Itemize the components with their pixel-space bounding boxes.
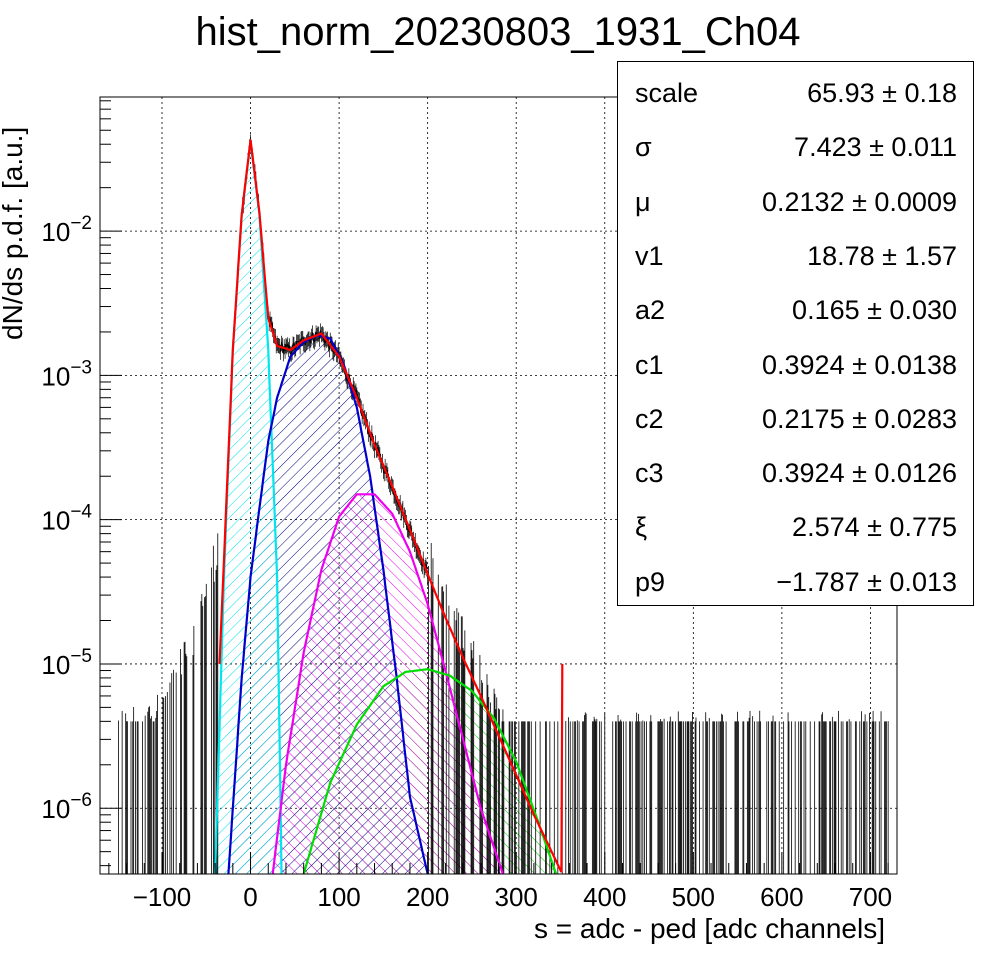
- stat-value: 0.2175 ± 0.0283: [762, 403, 957, 434]
- stat-row: c2 0.2175 ± 0.0283: [618, 404, 973, 434]
- stat-value: 65.93 ± 0.18: [807, 78, 957, 108]
- x-axis-label: s = adc - ped [adc channels]: [534, 913, 885, 944]
- stat-row: scale 65.93 ± 0.18: [618, 78, 973, 108]
- chart-title: hist_norm_20230803_1931_Ch04: [195, 10, 801, 54]
- x-tick-label: 0: [243, 882, 257, 912]
- stat-row: c3 0.3924 ± 0.0126: [618, 458, 973, 488]
- y-tick-label: 10−6: [41, 790, 92, 824]
- three-pe-curve: [302, 668, 558, 874]
- stat-row: σ 7.423 ± 0.011: [618, 132, 973, 162]
- y-tick-label: 10−5: [41, 646, 92, 680]
- stat-row: p9 −1.787 ± 0.013: [618, 567, 973, 597]
- stat-row: v1 18.78 ± 1.57: [618, 241, 973, 271]
- stat-value: −1.787 ± 0.013: [776, 566, 957, 597]
- stat-value: 7.423 ± 0.011: [794, 132, 957, 163]
- x-tick-label: 100: [317, 882, 360, 912]
- stat-value: 0.3924 ± 0.0138: [762, 349, 957, 380]
- stat-name: c1: [635, 349, 664, 380]
- x-tick-label: 700: [849, 882, 892, 912]
- x-tick-label: 500: [672, 882, 715, 912]
- y-axis-label: dN/ds p.d.f. [a.u.]: [0, 127, 28, 340]
- stat-name: scale: [635, 78, 699, 108]
- pedestal-fill: [215, 141, 282, 874]
- stat-name: v1: [635, 240, 664, 271]
- two-pe-curve: [271, 493, 504, 874]
- y-tick-label: 10−2: [41, 213, 92, 247]
- stat-row: ξ 2.574 ± 0.775: [618, 512, 973, 542]
- y-tick-label: 10−4: [41, 502, 92, 536]
- stat-name: p9: [635, 566, 666, 597]
- stat-value: 0.165 ± 0.030: [792, 295, 957, 326]
- fit-statistics-box: scale 65.93 ± 0.18 σ 7.423 ± 0.011 μ 0.2132 ±…: [617, 61, 974, 606]
- x-tick-label: 400: [583, 882, 626, 912]
- one-pe-curve: [227, 334, 429, 874]
- fit-curves: [214, 139, 564, 874]
- stat-name: c3: [635, 458, 664, 489]
- x-tick-label: 200: [406, 882, 449, 912]
- total-fit-curve: [218, 139, 564, 873]
- stat-row: a2 0.165 ± 0.030: [618, 295, 973, 325]
- stat-name: a2: [635, 295, 666, 326]
- stat-name: μ: [635, 186, 651, 217]
- stat-name: σ: [635, 132, 652, 163]
- x-tick-label: 300: [495, 882, 538, 912]
- x-tick-label: −100: [133, 882, 192, 912]
- component-fills: [215, 141, 557, 874]
- stat-value: 0.2132 ± 0.0009: [762, 186, 957, 217]
- stat-value: 0.3924 ± 0.0126: [762, 458, 957, 489]
- y-tick-label: 10−3: [41, 357, 92, 391]
- stat-name: c2: [635, 403, 664, 434]
- stat-name: ξ: [635, 512, 648, 543]
- stat-row: c1 0.3924 ± 0.0138: [618, 350, 973, 380]
- x-axis: −100 0 100 200 300 400 500 600 700: [108, 852, 892, 912]
- stat-value: 2.574 ± 0.775: [792, 512, 957, 543]
- stat-row: μ 0.2132 ± 0.0009: [618, 187, 973, 217]
- y-axis: 10−6 10−5 10−4 10−3 10−2: [41, 100, 122, 867]
- x-tick-label: 600: [760, 882, 803, 912]
- stat-value: 18.78 ± 1.57: [807, 240, 957, 271]
